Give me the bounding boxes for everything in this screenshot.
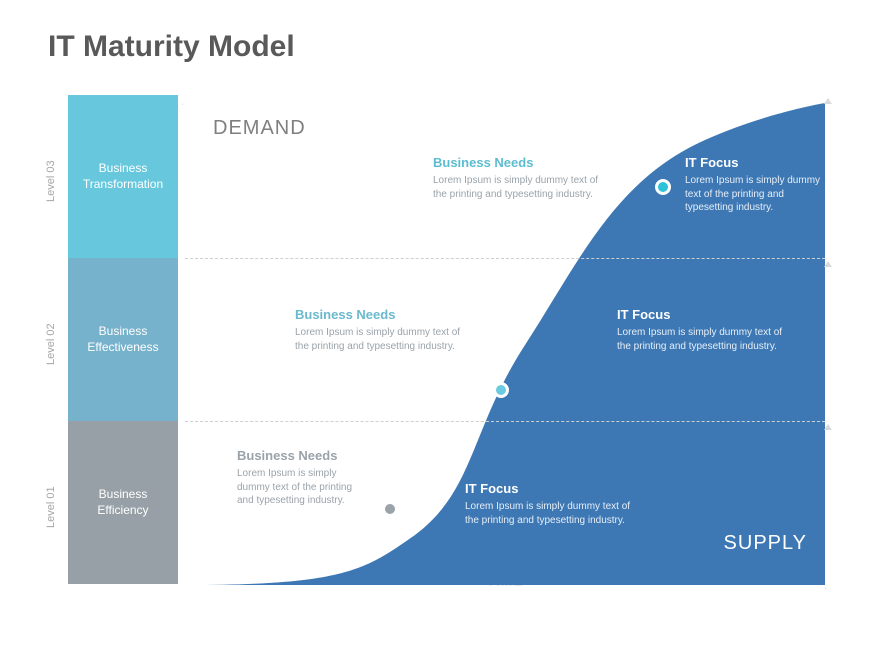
business-needs-3: Business Needs Lorem Ipsum is simply dum…: [433, 155, 603, 201]
business-needs-1: Business Needs Lorem Ipsum is simply dum…: [237, 448, 367, 508]
it-focus-3-body: Lorem Ipsum is simply dummy text of the …: [685, 174, 835, 215]
curve-marker-2: [493, 382, 509, 398]
business-needs-1-body: Lorem Ipsum is simply dummy text of the …: [237, 467, 367, 508]
it-focus-2-body: Lorem Ipsum is simply dummy text of the …: [617, 326, 787, 353]
it-focus-2: IT Focus Lorem Ipsum is simply dummy tex…: [617, 307, 787, 353]
level-03-block: Business Transformation: [68, 95, 178, 258]
it-focus-3-title: IT Focus: [685, 155, 835, 170]
business-needs-2-body: Lorem Ipsum is simply dummy text of the …: [295, 326, 465, 353]
it-focus-1-title: IT Focus: [465, 481, 635, 496]
chart-area: TIME DEMAND SUPPLY Business Needs Lorem …: [185, 95, 825, 585]
curve-marker-3: [655, 179, 671, 195]
y-axis: [181, 95, 183, 585]
business-needs-3-body: Lorem Ipsum is simply dummy text of the …: [433, 174, 603, 201]
level-03-rotated-label: Level 03: [45, 100, 61, 263]
level-column: Business Transformation Business Effecti…: [68, 95, 178, 584]
level-01-rotated-label: Level 01: [45, 426, 61, 589]
business-needs-2-title: Business Needs: [295, 307, 465, 322]
supply-label: SUPPLY: [724, 532, 807, 555]
band-arrow-1: [824, 424, 832, 430]
demand-label: DEMAND: [213, 117, 306, 140]
band-arrow-2: [824, 261, 832, 267]
page-title: IT Maturity Model: [48, 30, 295, 64]
business-needs-3-title: Business Needs: [433, 155, 603, 170]
level-02-block: Business Effectiveness: [68, 258, 178, 421]
business-needs-1-title: Business Needs: [237, 448, 367, 463]
it-focus-2-title: IT Focus: [617, 307, 787, 322]
level-02-rotated-label: Level 02: [45, 263, 61, 426]
level-01-name: Business Efficiency: [76, 487, 170, 518]
level-03-name: Business Transformation: [76, 161, 170, 192]
it-focus-1-body: Lorem Ipsum is simply dummy text of the …: [465, 500, 635, 527]
level-01-block: Business Efficiency: [68, 421, 178, 584]
divider-line-lower: [185, 421, 825, 422]
level-02-name: Business Effectiveness: [76, 324, 170, 355]
band-arrow-3: [824, 98, 832, 104]
business-needs-2: Business Needs Lorem Ipsum is simply dum…: [295, 307, 465, 353]
curve-marker-1: [382, 501, 398, 517]
it-focus-3: IT Focus Lorem Ipsum is simply dummy tex…: [685, 155, 835, 215]
it-focus-1: IT Focus Lorem Ipsum is simply dummy tex…: [465, 481, 635, 527]
divider-line-upper: [185, 258, 825, 259]
